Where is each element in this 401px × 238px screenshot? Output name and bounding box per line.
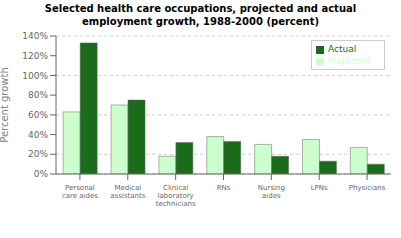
svg-text:RNs: RNs	[217, 184, 231, 192]
svg-text:Personalcare aides: Personalcare aides	[62, 184, 98, 200]
svg-text:0%: 0%	[34, 169, 49, 179]
svg-text:40%: 40%	[28, 130, 48, 140]
html-text:Projected: Projected	[328, 56, 370, 66]
svg-text:Clinicallaboratorytechnicians: Clinicallaboratorytechnicians	[156, 184, 196, 208]
svg-text:20%: 20%	[28, 149, 48, 159]
svg-text:Nursingaides: Nursingaides	[258, 184, 285, 200]
svg-text:Physicians: Physicians	[349, 184, 386, 192]
svg-text:140%: 140%	[22, 31, 48, 41]
svg-text:Percent growth: Percent growth	[8, 67, 10, 143]
svg-text:Medicalassistants: Medicalassistants	[110, 184, 145, 200]
svg-text:100%: 100%	[22, 71, 48, 81]
html-text:Actual: Actual	[328, 44, 357, 54]
svg-text:60%: 60%	[28, 110, 48, 120]
svg-text:120%: 120%	[22, 51, 48, 61]
svg-text:LPNs: LPNs	[311, 184, 328, 192]
svg-text:80%: 80%	[28, 90, 48, 100]
html-text:Selected health care occupatio: Selected health care occupations, projec…	[44, 3, 357, 27]
